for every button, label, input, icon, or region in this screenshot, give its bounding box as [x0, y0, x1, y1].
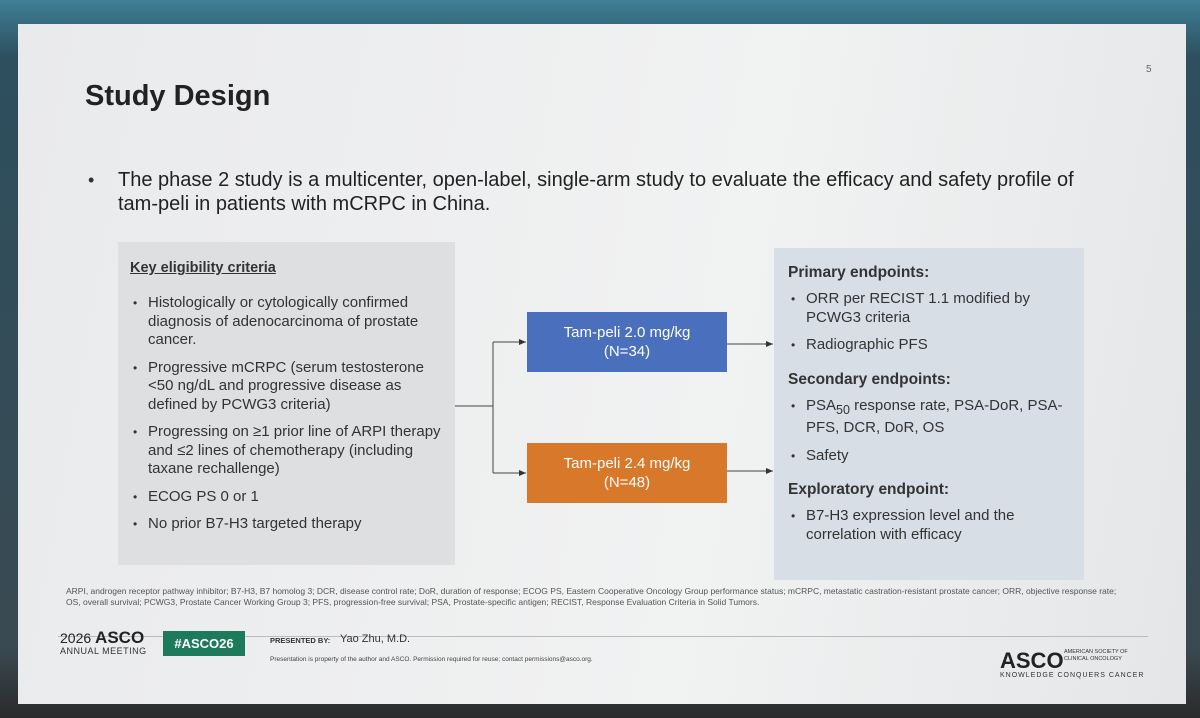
meeting-brand: 2026 ASCO	[60, 628, 144, 648]
footer-rule	[58, 636, 1148, 637]
arm-label: Tam-peli 2.0 mg/kg	[563, 324, 691, 341]
endpoint-list: PSA50 response rate, PSA-DoR, PSA-PFS, D…	[788, 397, 1073, 466]
eligibility-list: Histologically or cytologically confirme…	[130, 294, 445, 543]
arm-label: Tam-peli 2.4 mg/kg	[563, 455, 691, 472]
logo: ASCO	[1000, 648, 1064, 673]
presented-by: PRESENTED BY:	[270, 636, 331, 645]
endpoint-item: Safety	[788, 447, 1073, 466]
endpoint-text: response rate, PSA-DoR, PSA-PFS, DCR, Do…	[806, 396, 1063, 437]
slide-title: Study Design	[85, 80, 271, 112]
endpoint-item: PSA50 response rate, PSA-DoR, PSA-PFS, D…	[788, 397, 1073, 438]
endpoint-list: ORR per RECIST 1.1 modified by PCWG3 cri…	[788, 290, 1073, 355]
endpoint-heading: Primary endpoints:	[788, 264, 930, 281]
eligibility-item: Progressing on ≥1 prior line of ARPI the…	[130, 423, 445, 479]
endpoint-heading: Exploratory endpoint:	[788, 481, 950, 498]
arm-n: (N=34)	[603, 343, 651, 360]
brand: ASCO	[95, 628, 145, 647]
arm-box: Tam-peli 2.0 mg/kg (N=34)	[527, 312, 727, 372]
eligibility-item: No prior B7-H3 targeted therapy	[130, 515, 445, 534]
arm-n: (N=48)	[603, 474, 651, 491]
meeting-name: ANNUAL MEETING	[60, 646, 147, 656]
endpoint-text: Safety	[806, 446, 849, 464]
endpoint-text: B7-H3 expression level and the correlati…	[806, 507, 1015, 543]
endpoint-item: Radiographic PFS	[788, 336, 1073, 355]
endpoint-heading: Secondary endpoints:	[788, 370, 951, 388]
eligibility-item: ECOG PS 0 or 1	[130, 488, 445, 507]
endpoint-text: 50	[836, 402, 850, 417]
hashtag: #ASCO26	[163, 631, 245, 656]
footnote: ARPI, androgen receptor pathway inhibito…	[66, 586, 1117, 607]
eligibility-item: Histologically or cytologically confirme…	[130, 294, 445, 350]
endpoint-item: ORR per RECIST 1.1 modified by PCWG3 cri…	[788, 290, 1073, 327]
society: AMERICAN SOCIETY OF CLINICAL ONCOLOGY	[1064, 649, 1128, 662]
slide: 5 Study Design • The phase 2 study is a …	[18, 24, 1186, 704]
eligibility-heading: Key eligibility criteria	[130, 260, 276, 276]
notice: Presentation is property of the author a…	[270, 656, 593, 663]
year: 2026	[60, 630, 92, 646]
endpoint-list: B7-H3 expression level and the correlati…	[788, 507, 1073, 544]
connectors	[455, 339, 773, 476]
endpoint-text: Radiographic PFS	[806, 336, 928, 353]
bullet: •	[88, 170, 95, 190]
tagline: KNOWLEDGE CONQUERS CANCER	[1000, 672, 1145, 679]
eligibility-box: Key eligibility criteria Histologically …	[118, 242, 455, 565]
slide-number: 5	[1146, 64, 1152, 75]
endpoint-text: PSA	[806, 396, 837, 414]
intro-text: The phase 2 study is a multicenter, open…	[118, 169, 1074, 215]
presenter: Yao Zhu, M.D.	[340, 633, 411, 645]
endpoints-box: Primary endpoints: ORR per RECIST 1.1 mod…	[774, 248, 1084, 580]
eligibility-item: Progressive mCRPC (serum testosterone <5…	[130, 359, 445, 415]
endpoint-text: ORR per RECIST 1.1 modified by PCWG3 cri…	[806, 290, 1030, 326]
endpoint-item: B7-H3 expression level and the correlati…	[788, 507, 1073, 544]
arm-box: Tam-peli 2.4 mg/kg (N=48)	[527, 443, 727, 503]
